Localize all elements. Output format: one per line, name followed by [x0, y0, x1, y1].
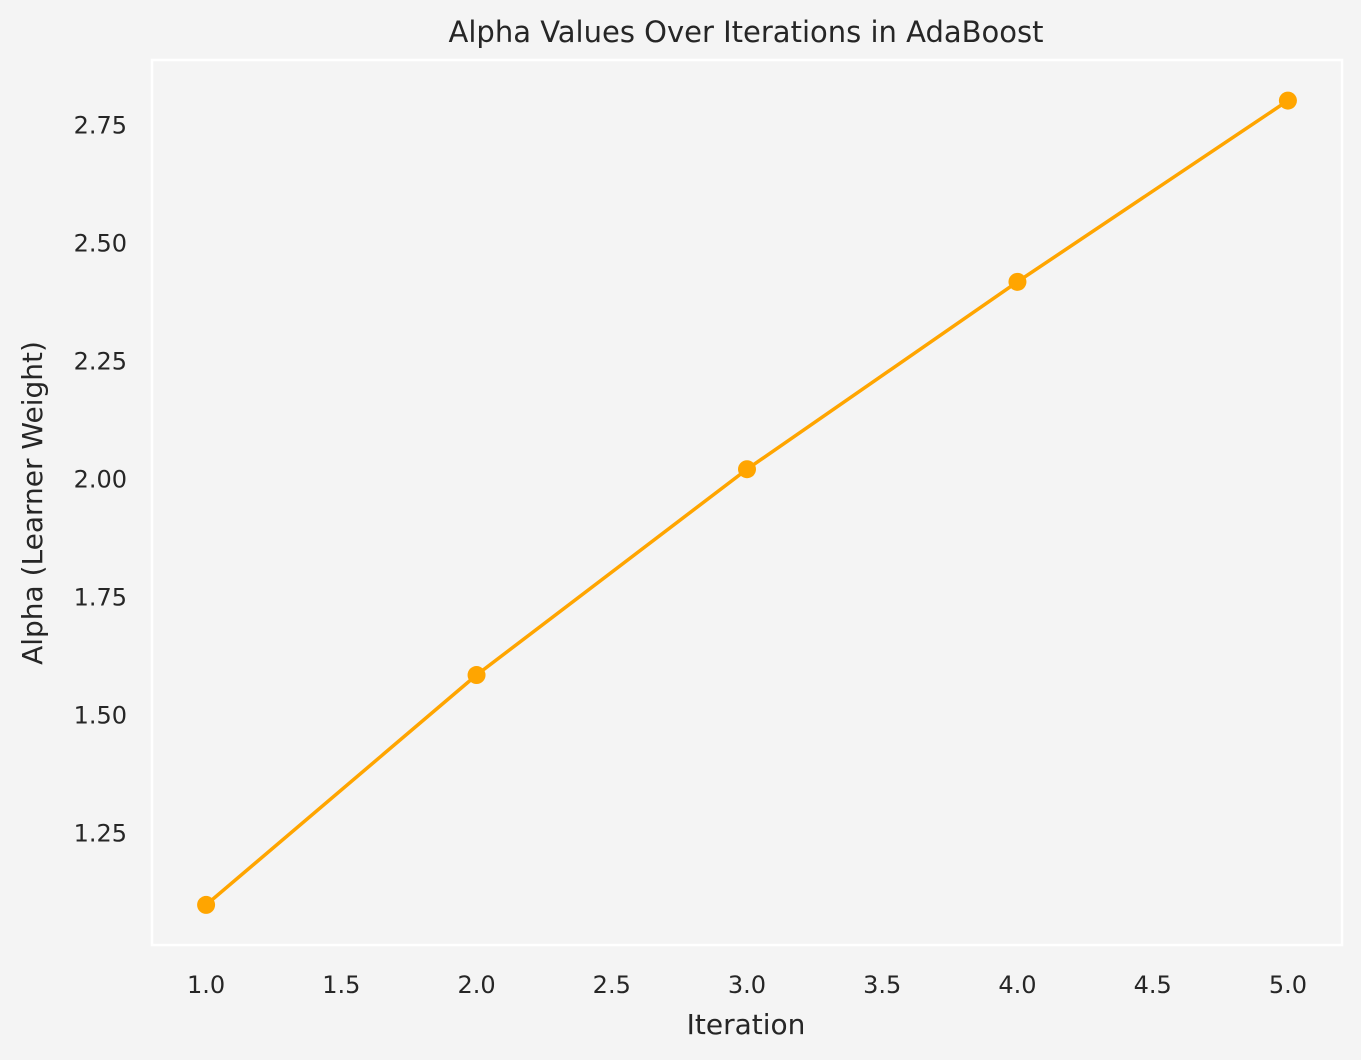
x-tick-label: 3.0 [728, 971, 766, 999]
data-point [1008, 272, 1027, 291]
x-tick-label: 3.5 [863, 971, 901, 999]
y-tick-label: 2.25 [74, 348, 127, 376]
x-axis-label: Iteration [687, 1008, 806, 1041]
y-tick-label: 2.00 [74, 466, 127, 494]
y-tick-label: 1.75 [74, 584, 127, 612]
y-tick-label: 1.25 [74, 820, 127, 848]
y-tick-label: 1.50 [74, 702, 127, 730]
y-tick-label: 2.50 [74, 230, 127, 258]
y-tick-label: 2.75 [74, 112, 127, 140]
y-axis-ticks: 1.25 1.50 1.75 2.00 2.25 2.50 2.75 [74, 112, 127, 848]
x-tick-label: 2.0 [457, 971, 495, 999]
x-tick-label: 5.0 [1269, 971, 1307, 999]
y-axis-label: Alpha (Learner Weight) [16, 341, 49, 665]
x-tick-label: 4.0 [998, 971, 1036, 999]
data-point [197, 895, 216, 914]
chart-title: Alpha Values Over Iterations in AdaBoost [449, 15, 1044, 49]
data-point [738, 460, 756, 479]
x-tick-label: 4.5 [1134, 971, 1172, 999]
series-layer [197, 91, 1297, 914]
data-point [1278, 91, 1297, 110]
plot-area [150, 58, 1344, 947]
x-tick-label: 2.5 [593, 971, 631, 999]
data-point [467, 666, 486, 685]
x-axis-ticks: 1.0 1.5 2.0 2.5 3.0 3.5 4.0 4.5 5.0 [187, 971, 1307, 999]
x-tick-label: 1.5 [322, 971, 360, 999]
x-tick-label: 1.0 [187, 971, 225, 999]
